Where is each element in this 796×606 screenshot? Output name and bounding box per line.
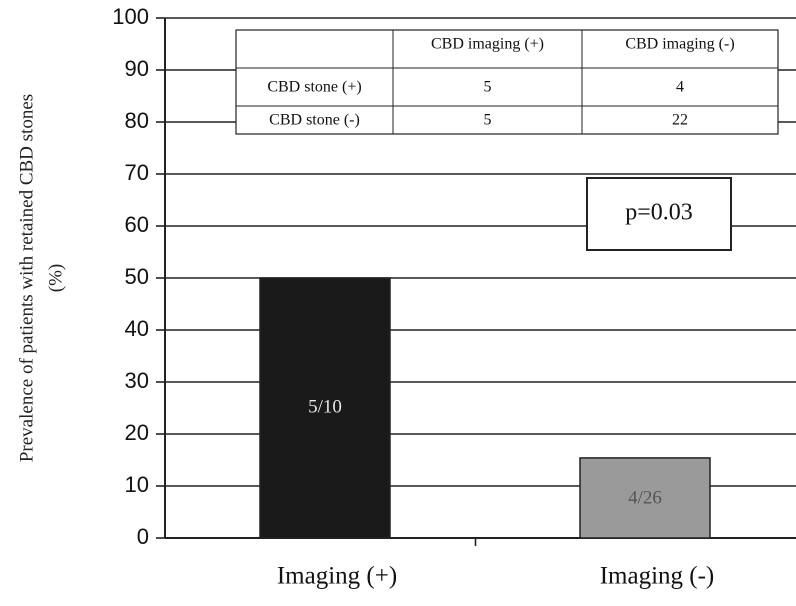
y-axis-label: Prevalence of patients with retained CBD… xyxy=(16,94,37,462)
bars xyxy=(259,277,711,539)
y-tick-label: 50 xyxy=(125,264,149,289)
labels: 0 10 20 30 40 50 60 70 80 90 100 5/10 Imaging (+) 4/2… xyxy=(16,4,714,590)
contingency-table: CBD imaging (+) CBD imaging (-) CBD stone … xyxy=(235,29,779,135)
table-header-cell: CBD imaging (-) xyxy=(625,36,734,53)
y-tick-label: 0 xyxy=(137,524,149,549)
y-tick-label: 80 xyxy=(125,108,149,133)
y-tick-label: 30 xyxy=(125,368,149,393)
table-cell: 5 xyxy=(484,112,492,129)
x-category-label: Imaging (-) xyxy=(600,563,715,590)
y-tick-label: 90 xyxy=(125,56,149,81)
bar-data-label: 5/10 xyxy=(308,396,342,417)
y-tick-label: 60 xyxy=(125,212,149,237)
table-cell: 22 xyxy=(672,112,688,129)
y-axis-label: (%) xyxy=(45,264,66,292)
table-cell: 5 xyxy=(484,79,492,96)
y-tick-label: 20 xyxy=(125,420,149,445)
bar-data-label: 4/26 xyxy=(628,487,662,508)
p-value-text: p=0.03 xyxy=(625,200,693,226)
bar xyxy=(259,277,391,539)
y-tick-label: 100 xyxy=(112,4,149,29)
table-cell: 4 xyxy=(676,79,684,96)
table-frame xyxy=(235,29,779,135)
y-tick-label: 40 xyxy=(125,316,149,341)
y-tick-label: 10 xyxy=(125,472,149,497)
table-row-header: CBD stone (-) xyxy=(269,112,360,129)
bar xyxy=(579,457,711,539)
x-category-label: Imaging (+) xyxy=(277,563,397,590)
p-value-box xyxy=(586,177,732,251)
table-header-cell: CBD imaging (+) xyxy=(431,36,544,53)
y-tick-label: 70 xyxy=(125,160,149,185)
table-row-header: CBD stone (+) xyxy=(267,79,361,96)
annotation: p=0.03 xyxy=(586,177,732,251)
